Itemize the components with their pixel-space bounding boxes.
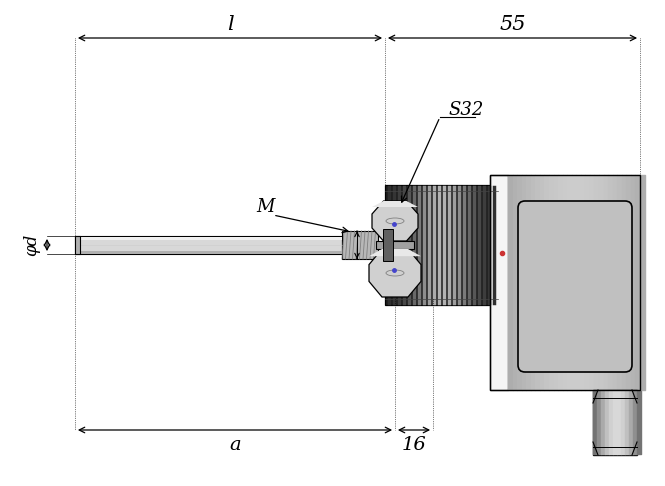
Polygon shape bbox=[593, 390, 637, 455]
Polygon shape bbox=[75, 251, 342, 254]
Polygon shape bbox=[75, 236, 80, 254]
Text: 16: 16 bbox=[402, 436, 426, 454]
Text: φd: φd bbox=[23, 234, 41, 256]
Polygon shape bbox=[508, 175, 640, 390]
Polygon shape bbox=[372, 201, 418, 241]
Text: M: M bbox=[256, 198, 274, 216]
Polygon shape bbox=[75, 237, 342, 240]
Text: 55: 55 bbox=[499, 16, 526, 35]
Polygon shape bbox=[383, 229, 393, 261]
Polygon shape bbox=[75, 236, 342, 254]
Text: l: l bbox=[227, 16, 233, 35]
Polygon shape bbox=[372, 201, 418, 207]
Polygon shape bbox=[369, 249, 421, 297]
Polygon shape bbox=[385, 185, 498, 305]
Text: S32: S32 bbox=[448, 101, 483, 119]
Text: a: a bbox=[229, 436, 241, 454]
FancyBboxPatch shape bbox=[518, 201, 632, 372]
Polygon shape bbox=[490, 175, 508, 390]
Polygon shape bbox=[376, 241, 414, 249]
Polygon shape bbox=[342, 231, 378, 259]
Polygon shape bbox=[369, 249, 421, 256]
